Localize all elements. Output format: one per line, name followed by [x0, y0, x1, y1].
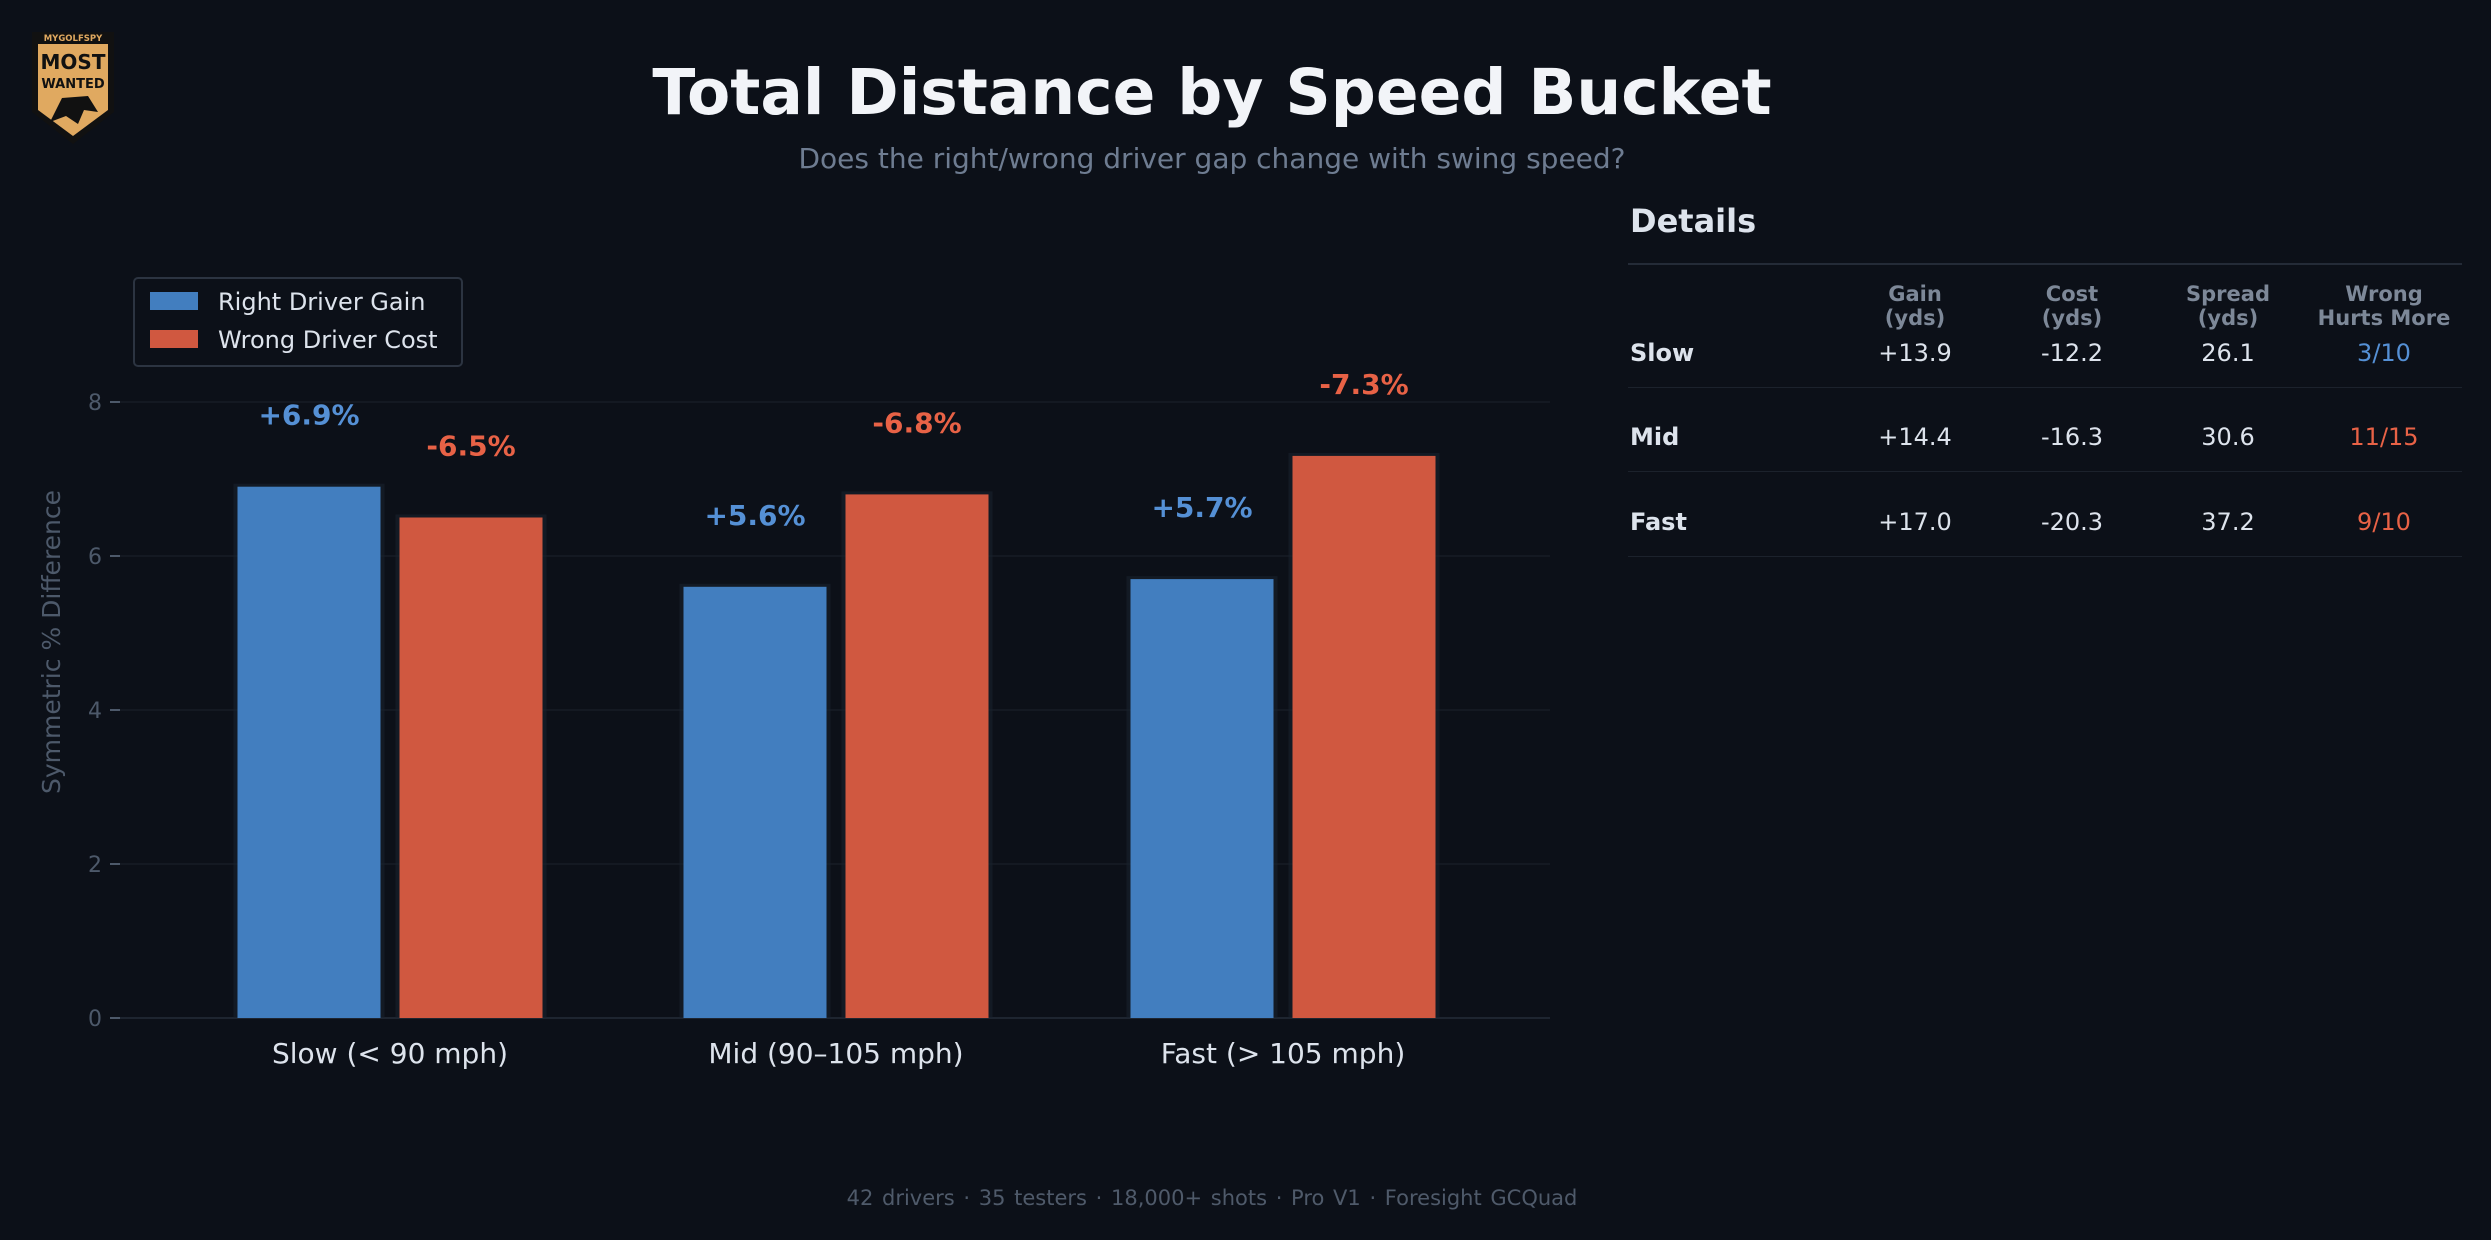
- cell-spread: 26.1: [2201, 339, 2255, 367]
- legend-swatch-cost: [150, 330, 198, 348]
- cell-gain: +13.9: [1878, 339, 1952, 367]
- x-tick-label: Mid (90–105 mph): [708, 1037, 963, 1070]
- column-header-spread: Spread (yds): [2186, 282, 2270, 330]
- row-label-slow: Slow: [1630, 339, 1695, 367]
- y-tick-label: 4: [88, 699, 102, 724]
- cell-cost: -20.3: [2040, 508, 2104, 536]
- data-label-cost: -7.3%: [1319, 368, 1408, 401]
- column-header-gain: Gain (yds): [1884, 282, 1946, 330]
- data-label-cost: -6.8%: [872, 406, 961, 439]
- y-tick-label: 0: [88, 1007, 102, 1032]
- bar-gain: [683, 586, 827, 1018]
- cell-spread: 37.2: [2201, 508, 2255, 536]
- cell-spread: 30.6: [2201, 423, 2255, 451]
- bar-gain: [1130, 579, 1274, 1018]
- legend-label-gain: Right Driver Gain: [218, 288, 426, 316]
- row-divider: [1628, 387, 2462, 388]
- cell-gain: +17.0: [1878, 508, 1952, 536]
- legend-swatch-gain: [150, 292, 198, 310]
- y-tick-label: 6: [88, 545, 102, 570]
- row-divider: [1628, 556, 2462, 557]
- legend: Right Driver Gain Wrong Driver Cost: [133, 277, 463, 367]
- cell-cost: -16.3: [2040, 423, 2104, 451]
- logo-line-2: WANTED: [41, 77, 104, 92]
- chart-title: Total Distance by Speed Bucket: [652, 56, 1772, 129]
- logo-top-text: MYGOLFSPY: [44, 34, 103, 44]
- data-label-gain: +6.9%: [258, 399, 359, 432]
- y-axis-label: Symmetric % Difference: [37, 490, 66, 794]
- cell-gain: +14.4: [1878, 423, 1952, 451]
- y-tick-label: 2: [88, 853, 102, 878]
- column-header-cost: Cost (yds): [2041, 282, 2103, 330]
- footer-meta: 42 drivers · 35 testers · 18,000+ shots …: [846, 1186, 1578, 1210]
- row-divider: [1628, 471, 2462, 472]
- x-tick-label: Fast (> 105 mph): [1161, 1037, 1406, 1070]
- y-tick-label: 8: [88, 391, 102, 416]
- cell-cost: -12.2: [2040, 339, 2104, 367]
- data-label-gain: +5.6%: [704, 499, 805, 532]
- bar-cost: [399, 517, 543, 1018]
- mygolfspy-most-wanted-logo: MYGOLFSPY MOST WANTED: [32, 32, 114, 144]
- bar-chart: 0 2 4 6 8 Slow (< 90 mph) Mid (90–105 mph) Fast…: [37, 277, 1550, 1070]
- chart-subtitle: Does the right/wrong driver gap change w…: [798, 142, 1626, 175]
- details-title: Details: [1630, 202, 1757, 240]
- data-label-cost: -6.5%: [426, 430, 515, 463]
- cell-wrong-hurts-more: 9/10: [2357, 508, 2411, 536]
- legend-label-cost: Wrong Driver Cost: [218, 326, 438, 354]
- row-label-mid: Mid: [1630, 423, 1680, 451]
- logo-line-1: MOST: [41, 50, 106, 74]
- cell-wrong-hurts-more: 11/15: [2349, 423, 2419, 451]
- column-header-wrong-hurts-more: Wrong Hurts More: [2317, 282, 2451, 330]
- bar-cost: [845, 494, 989, 1018]
- legend-frame: [133, 277, 463, 367]
- data-label-gain: +5.7%: [1151, 491, 1252, 524]
- logo-bandit-icon: [50, 96, 98, 124]
- row-label-fast: Fast: [1630, 508, 1687, 536]
- details-divider: [1628, 263, 2462, 265]
- bar-cost: [1292, 455, 1436, 1018]
- bar-gain: [237, 486, 381, 1018]
- x-tick-label: Slow (< 90 mph): [272, 1037, 508, 1070]
- cell-wrong-hurts-more: 3/10: [2357, 339, 2411, 367]
